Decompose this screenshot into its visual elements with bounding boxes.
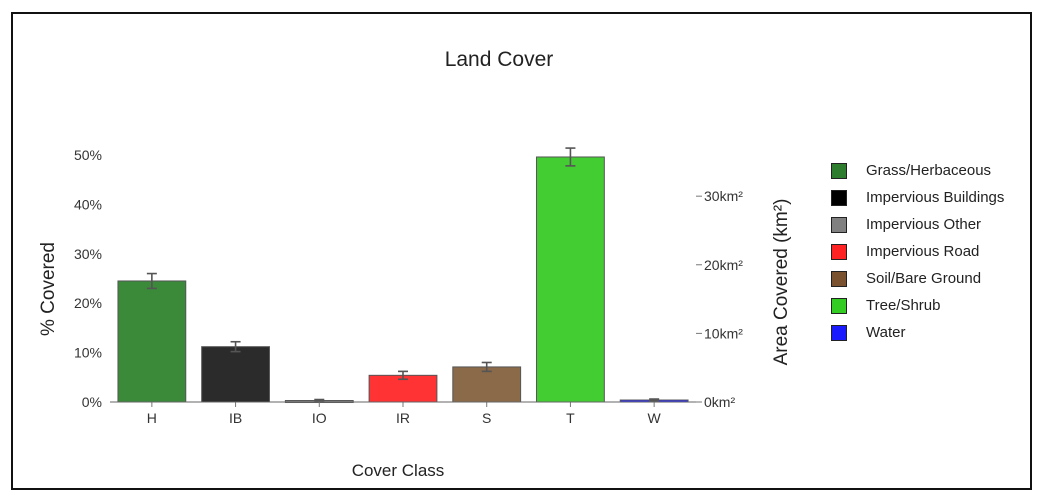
legend-swatch <box>831 270 847 287</box>
y2-tick-label: 30km² <box>704 188 743 204</box>
legend-label: Tree/Shrub <box>866 297 941 314</box>
y-tick-label: 40% <box>74 196 102 212</box>
legend-item: Impervious Road <box>831 238 1004 265</box>
legend-swatch <box>831 189 847 206</box>
legend-item: Tree/Shrub <box>831 292 1004 319</box>
legend-label: Impervious Buildings <box>866 189 1005 206</box>
bar <box>201 346 270 403</box>
chart-frame: Land Cover % Covered Area Covered (km²) … <box>11 12 1032 490</box>
y-tick-label: 20% <box>74 295 102 311</box>
legend-label: Impervious Other <box>866 216 982 233</box>
legend: Grass/Herbaceous Impervious Buildings Impe… <box>831 157 1004 346</box>
x-tick-label: S <box>482 410 491 426</box>
legend-item: Soil/Bare Ground <box>831 265 1004 292</box>
legend-item: Impervious Buildings <box>831 184 1004 211</box>
y-tick-label: 30% <box>74 246 102 262</box>
legend-swatch <box>831 297 847 314</box>
x-tick-label: IO <box>312 410 327 426</box>
x-tick-label: H <box>147 410 157 426</box>
legend-item: Water <box>831 319 1004 346</box>
y-tick-label: 0% <box>82 394 102 410</box>
x-tick-label: IR <box>396 410 410 426</box>
legend-item: Grass/Herbaceous <box>831 157 1004 184</box>
bar <box>452 366 522 403</box>
y2-tick-label: 20km² <box>704 257 743 273</box>
bar <box>536 156 605 403</box>
legend-swatch <box>831 162 847 179</box>
y-tick-label: 50% <box>74 147 102 163</box>
legend-label: Grass/Herbaceous <box>866 162 992 179</box>
legend-item: Impervious Other <box>831 211 1004 238</box>
plot-area: 0% 10% 20% 30% 40% 50% 0km² 10km² 20km² 30km² H IB I… <box>74 147 743 426</box>
legend-swatch <box>831 243 847 260</box>
y2-tick-label: 10km² <box>704 325 743 341</box>
y2-tick-label: 0km² <box>704 394 735 410</box>
x-tick-label: W <box>648 410 662 426</box>
legend-swatch <box>831 324 847 341</box>
x-tick-label: IB <box>229 410 242 426</box>
x-axis-title: Cover Class <box>352 461 445 480</box>
legend-swatch <box>831 216 847 233</box>
legend-label: Water <box>866 324 906 341</box>
chart-title: Land Cover <box>445 48 554 71</box>
y-tick-label: 10% <box>74 345 102 361</box>
y2-axis-title: Area Covered (km²) <box>771 199 792 366</box>
legend-label: Impervious Road <box>866 243 980 260</box>
x-tick-label: T <box>566 410 575 426</box>
land-cover-chart: Land Cover % Covered Area Covered (km²) … <box>38 48 792 480</box>
y-axis-title: % Covered <box>38 242 59 336</box>
bar <box>117 280 187 403</box>
legend-label: Soil/Bare Ground <box>866 270 982 287</box>
